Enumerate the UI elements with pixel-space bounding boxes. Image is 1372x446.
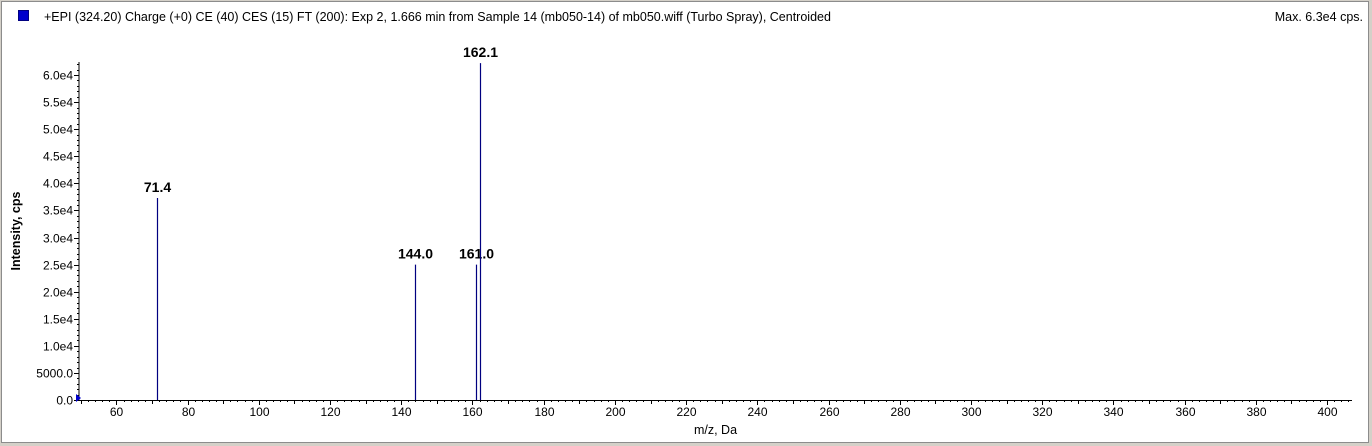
y-tick-label: 2.0e4 [43,286,73,300]
y-tick-label: 4.5e4 [43,150,73,164]
x-tick-label: 320 [1032,405,1052,419]
x-tick-label: 240 [747,405,767,419]
x-tick-label: 360 [1175,405,1195,419]
x-tick-label: 60 [110,405,124,419]
y-tick-label: 3.0e4 [43,232,73,246]
x-tick-label: 300 [961,405,981,419]
x-tick-label: 160 [462,405,482,419]
y-tick-label: 3.5e4 [43,204,73,218]
x-tick-label: 280 [890,405,910,419]
spectrum-title: +EPI (324.20) Charge (+0) CE (40) CES (1… [44,10,831,24]
x-tick-label: 400 [1317,405,1337,419]
x-tick-label: 120 [320,405,340,419]
x-tick-label: 180 [534,405,554,419]
y-tick-label: 6.0e4 [43,69,73,83]
y-tick-label: 4.0e4 [43,177,73,191]
x-tick-label: 140 [391,405,411,419]
x-tick-label: 220 [676,405,696,419]
x-axis-title: m/z, Da [694,423,737,437]
max-intensity-label: Max. 6.3e4 cps. [1274,10,1363,24]
y-axis-title: Intensity, cps [9,191,23,270]
peak-label: 71.4 [144,179,171,195]
y-tick-label: 1.5e4 [43,313,73,327]
x-tick-label: 380 [1246,405,1266,419]
y-tick-label: 1.0e4 [43,340,73,354]
series-color-swatch[interactable] [18,10,29,21]
axis-cursor-icon [76,394,81,402]
y-tick-label: 5.5e4 [43,96,73,110]
y-tick-label: 2.5e4 [43,259,73,273]
peak-label: 162.1 [463,44,498,60]
x-tick-label: 260 [819,405,839,419]
x-tick-label: 200 [605,405,625,419]
y-tick-label: 5000.0 [36,367,73,381]
y-tick-label: 0.0 [56,394,73,408]
peak-label: 161.0 [459,246,494,262]
x-tick-label: 340 [1103,405,1123,419]
y-tick-label: 5.0e4 [43,123,73,137]
x-tick-label: 80 [182,405,196,419]
x-tick-label: 100 [249,405,269,419]
peak-label: 144.0 [398,246,433,262]
